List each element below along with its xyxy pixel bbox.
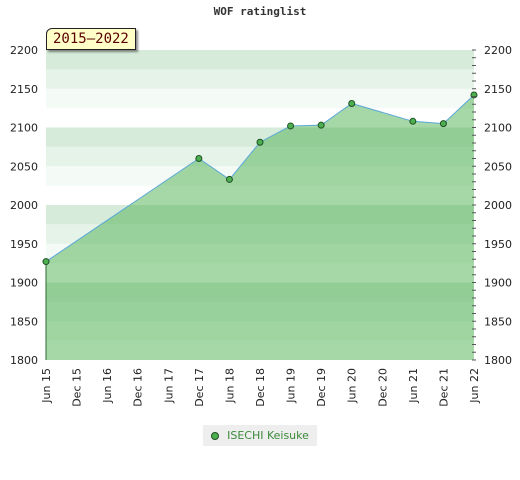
legend-label: ISECHI Keisuke bbox=[227, 429, 309, 442]
background-band bbox=[46, 69, 474, 89]
x-tick-label: Jun 20 bbox=[346, 368, 359, 404]
x-tick-label: Jun 17 bbox=[162, 368, 175, 404]
data-point bbox=[42, 258, 50, 266]
data-point bbox=[317, 121, 325, 129]
y-tick-label-left: 1850 bbox=[10, 315, 38, 328]
legend[interactable]: ISECHI Keisuke bbox=[203, 425, 317, 446]
x-tick-label: Dec 21 bbox=[437, 368, 450, 407]
series-area bbox=[46, 94, 474, 360]
y-tick-label-right: 2150 bbox=[484, 83, 512, 96]
y-tick-label-left: 1950 bbox=[10, 238, 38, 251]
data-point bbox=[470, 91, 478, 99]
y-tick-label-left: 1900 bbox=[10, 277, 38, 290]
data-point bbox=[348, 99, 356, 107]
x-tick-label: Dec 18 bbox=[254, 368, 267, 407]
y-tick-label-left: 2150 bbox=[10, 83, 38, 96]
y-tick-label-left: 2000 bbox=[10, 199, 38, 212]
x-tick-label: Dec 16 bbox=[132, 368, 145, 407]
y-tick-label-left: 2050 bbox=[10, 160, 38, 173]
background-band bbox=[46, 88, 474, 109]
legend-marker-icon bbox=[211, 431, 220, 440]
data-point bbox=[409, 117, 417, 125]
y-tick-label-left: 1800 bbox=[10, 354, 38, 367]
data-point bbox=[287, 122, 295, 130]
x-tick-label: Dec 15 bbox=[71, 368, 84, 407]
y-tick-label-right: 1900 bbox=[484, 277, 512, 290]
x-tick-label: Jun 22 bbox=[468, 368, 481, 404]
x-tick-label: Jun 19 bbox=[285, 368, 298, 404]
y-tick-label-right: 1850 bbox=[484, 315, 512, 328]
y-tick-label-left: 2100 bbox=[10, 122, 38, 135]
y-tick-label-left: 2200 bbox=[10, 44, 38, 57]
data-point bbox=[225, 175, 233, 183]
date-range-badge: 2015–2022 bbox=[46, 28, 136, 50]
data-point bbox=[439, 120, 447, 128]
y-tick-label-right: 2100 bbox=[484, 122, 512, 135]
x-tick-label: Jun 16 bbox=[101, 368, 114, 404]
x-tick-label: Dec 17 bbox=[193, 368, 206, 407]
data-point bbox=[195, 155, 203, 162]
y-tick-label-right: 1950 bbox=[484, 238, 512, 251]
series-line bbox=[45, 94, 475, 262]
x-tick-label: Jun 18 bbox=[223, 368, 236, 404]
y-tick-label-right: 1800 bbox=[484, 354, 512, 367]
x-tick-label: Dec 19 bbox=[315, 368, 328, 407]
y-tick-label-right: 2000 bbox=[484, 199, 512, 212]
chart-title: WOF ratinglist bbox=[213, 5, 307, 18]
x-tick-label: Dec 20 bbox=[376, 368, 389, 407]
x-tick-label: Jun 15 bbox=[40, 368, 53, 404]
background-band bbox=[46, 50, 474, 70]
y-tick-label-right: 2050 bbox=[484, 160, 512, 173]
y-tick-label-right: 2200 bbox=[484, 44, 512, 57]
x-tick-label: Jun 21 bbox=[407, 368, 420, 404]
data-point bbox=[256, 138, 264, 146]
